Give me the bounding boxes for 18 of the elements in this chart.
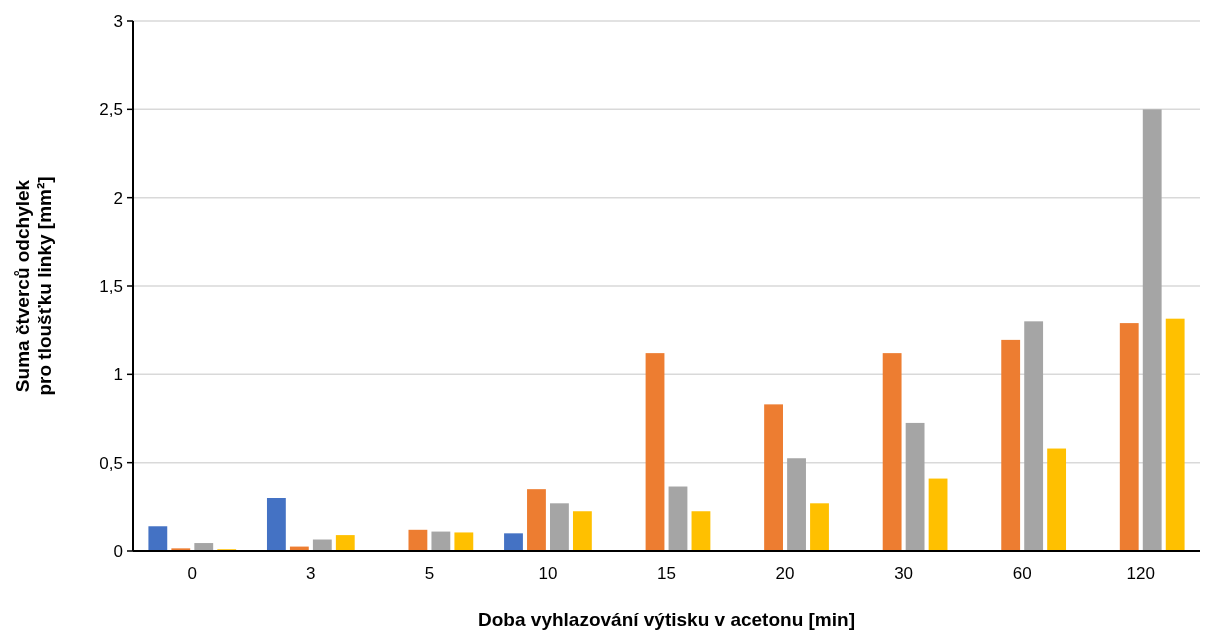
x-tick-label: 5: [424, 564, 435, 583]
x-tick-label: 60: [1012, 564, 1032, 583]
y-axis-title: Suma čtverců odchylek pro tloušťku linky [mm²]: [11, 176, 56, 396]
x-tick-label: 10: [538, 564, 558, 583]
x-tick-label: 15: [657, 564, 676, 583]
y-tick-label: 2: [113, 188, 123, 208]
y-tick-label: 0,5: [99, 453, 123, 473]
y-tick-label: 0: [113, 541, 123, 561]
x-tick-label: 0: [187, 564, 198, 583]
y-tick-label: 1: [113, 365, 123, 385]
x-tick-label: 3: [306, 564, 316, 583]
x-tick-label: 20: [775, 564, 795, 583]
y-tick-label: 1,5: [99, 276, 123, 296]
x-tick-label: 30: [894, 564, 914, 583]
x-tick-label: 120: [1126, 564, 1155, 583]
x-axis-title: Doba vyhlazování výtisku v acetonu [min]: [478, 609, 855, 630]
y-tick-label: 3: [113, 11, 123, 31]
y-tick-label: 2,5: [99, 100, 123, 120]
